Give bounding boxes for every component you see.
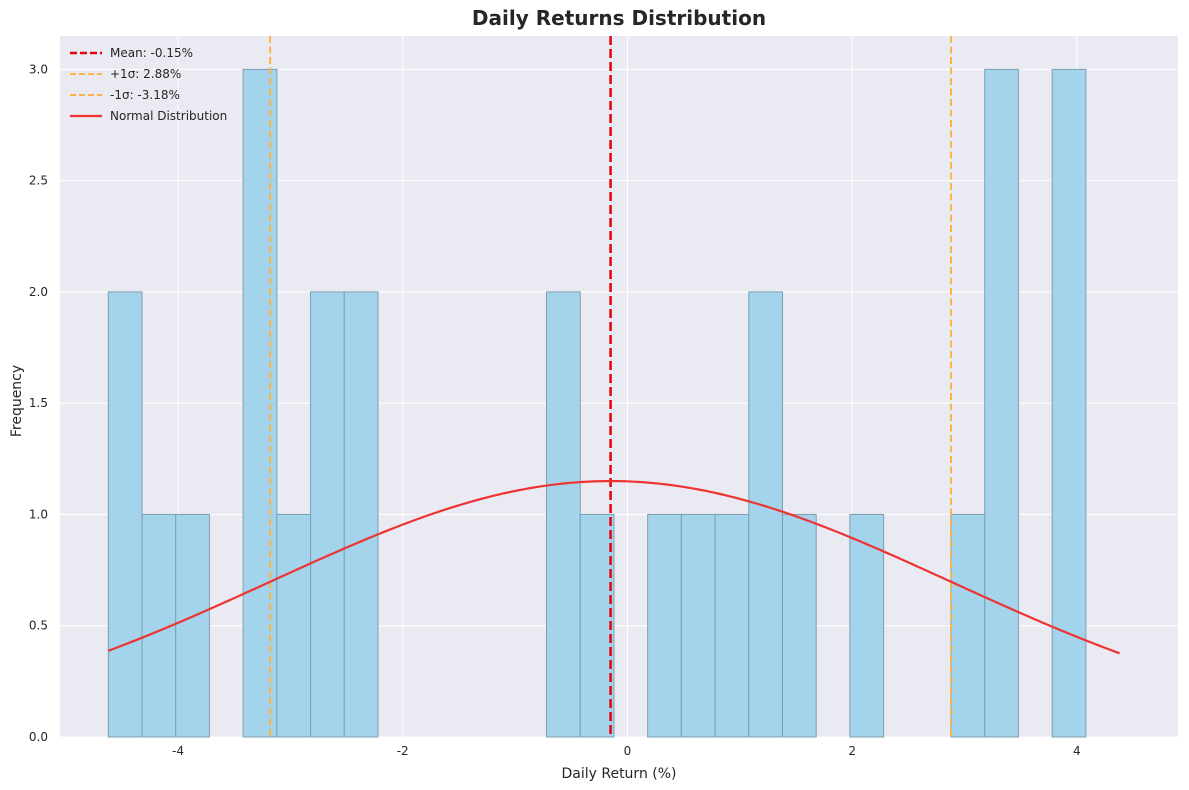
y-tick-label: 0.5 bbox=[29, 619, 48, 633]
chart-title: Daily Returns Distribution bbox=[472, 6, 766, 30]
histogram-bars bbox=[107, 68, 1087, 738]
y-tick-label: 1.0 bbox=[29, 507, 48, 521]
histogram-bar bbox=[175, 513, 210, 738]
histogram-bar bbox=[310, 291, 345, 738]
histogram-bar bbox=[546, 291, 581, 738]
y-tick-label: 1.5 bbox=[29, 396, 48, 410]
histogram-bar bbox=[950, 513, 986, 738]
y-tick-label: 3.0 bbox=[29, 62, 48, 76]
x-tick-label: 2 bbox=[848, 744, 856, 758]
x-tick-label: -2 bbox=[397, 744, 409, 758]
legend-plus-sigma-label: +1σ: 2.88% bbox=[110, 67, 181, 81]
histogram-bar bbox=[579, 513, 615, 738]
y-tick-label: 0.0 bbox=[29, 730, 48, 744]
histogram-bar bbox=[714, 513, 750, 738]
y-tick-label: 2.5 bbox=[29, 174, 48, 188]
x-tick-label: 0 bbox=[624, 744, 632, 758]
legend: Mean: -0.15% +1σ: 2.88% -1σ: -3.18% Normal … bbox=[70, 46, 227, 123]
normal-curve-group bbox=[107, 479, 1120, 655]
histogram-bar bbox=[242, 68, 278, 738]
tick-labels: -4 -2 0 2 4 0.0 0.5 1.0 1.5 2.0 2.5 3.0 bbox=[29, 62, 1081, 758]
x-axis-label: Daily Return (%) bbox=[561, 766, 676, 782]
histogram-bar bbox=[748, 291, 783, 738]
reference-lines bbox=[269, 36, 953, 737]
x-tick-label: 4 bbox=[1073, 744, 1081, 758]
histogram-bar bbox=[107, 291, 143, 738]
legend-normal-label: Normal Distribution bbox=[110, 109, 227, 123]
histogram-bar bbox=[680, 513, 716, 738]
y-tick-label: 2.0 bbox=[29, 285, 48, 299]
histogram-bar bbox=[343, 291, 379, 738]
histogram-bar bbox=[849, 513, 885, 738]
histogram-bar bbox=[984, 68, 1019, 738]
y-axis-label: Frequency bbox=[9, 365, 25, 437]
normal-curve bbox=[107, 479, 1120, 655]
histogram-bar bbox=[647, 513, 682, 738]
histogram-bar bbox=[781, 513, 817, 738]
x-tick-label: -4 bbox=[172, 744, 184, 758]
legend-mean-label: Mean: -0.15% bbox=[110, 46, 193, 60]
histogram-bar bbox=[1051, 68, 1087, 738]
legend-minus-sigma-label: -1σ: -3.18% bbox=[110, 88, 180, 102]
histogram-bar bbox=[276, 513, 312, 738]
